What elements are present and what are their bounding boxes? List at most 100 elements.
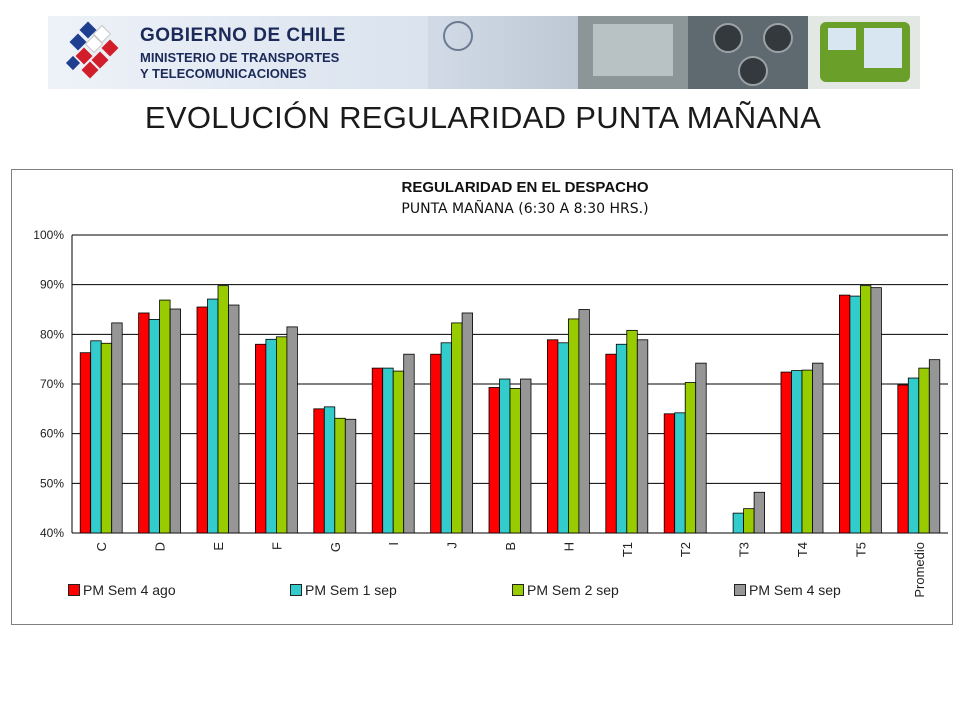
bar	[461, 312, 474, 534]
chart-subtitle: PUNTA MAÑANA (6:30 A 8:30 HRS.)	[401, 200, 648, 217]
bar	[812, 362, 824, 534]
bar	[663, 413, 676, 534]
ministry-logo	[65, 21, 119, 79]
bar	[636, 339, 649, 534]
bar	[159, 299, 171, 534]
bar	[860, 285, 872, 534]
legend-swatch	[68, 584, 80, 597]
bar	[323, 406, 336, 534]
bar	[90, 340, 102, 534]
y-tick-label: 70%	[40, 377, 64, 391]
chart-legend: PM Sem 4 ago PM Sem 1 sep PM Sem 2 sep PM S…	[68, 582, 888, 600]
x-tick-label: J	[445, 542, 460, 549]
legend-swatch	[290, 584, 302, 597]
bar	[138, 312, 150, 534]
bar	[228, 304, 240, 534]
x-tick-label: T5	[853, 542, 868, 557]
bar	[334, 417, 346, 534]
bar	[344, 418, 357, 534]
bar	[196, 306, 208, 534]
bar	[578, 309, 590, 534]
x-tick-label: I	[386, 542, 401, 546]
bar	[440, 342, 453, 534]
chart-title: REGULARIDAD EN EL DESPACHO	[402, 179, 649, 196]
bar	[780, 371, 792, 534]
legend-label: PM Sem 4 sep	[749, 582, 841, 598]
x-tick-label: T2	[678, 542, 693, 557]
bar	[403, 353, 415, 534]
bar	[509, 388, 521, 534]
bar	[753, 491, 765, 534]
bar	[743, 508, 755, 534]
bar	[732, 512, 744, 534]
banner-photo-collage	[428, 16, 920, 89]
bar	[849, 295, 861, 534]
bar	[371, 367, 384, 534]
bar	[265, 338, 277, 534]
bar	[547, 339, 559, 534]
legend-item: PM Sem 4 sep	[734, 582, 841, 598]
legend-label: PM Sem 1 sep	[305, 582, 397, 598]
bar	[684, 382, 697, 534]
bar	[275, 336, 288, 534]
x-axis: C D E F G I J B H T1 T2 T3 T4 T5 Promedio	[94, 542, 927, 598]
banner-title: GOBIERNO DE CHILE	[140, 25, 346, 46]
x-tick-label: T4	[795, 542, 810, 557]
banner-subtitle-2: Y TELECOMUNICACIONES	[140, 66, 307, 81]
bar	[568, 318, 580, 534]
bars	[79, 285, 941, 534]
bar	[839, 294, 851, 534]
bar	[148, 319, 161, 534]
bar	[801, 369, 813, 534]
bar	[430, 353, 442, 534]
bar	[520, 378, 532, 534]
y-tick-label: 90%	[40, 278, 64, 292]
x-tick-label: Promedio	[912, 542, 927, 598]
bar	[674, 412, 686, 534]
y-tick-label: 60%	[40, 427, 64, 441]
bar	[488, 387, 500, 534]
bar	[207, 298, 219, 534]
bar	[626, 329, 638, 534]
bar	[392, 370, 405, 534]
x-tick-label: H	[561, 542, 576, 551]
y-tick-label: 100%	[33, 228, 64, 242]
y-axis: 40% 50% 60% 70% 80% 90% 100%	[33, 228, 64, 540]
bar	[605, 353, 617, 534]
bar	[870, 287, 882, 534]
bar	[254, 343, 267, 534]
banner-subtitle-1: MINISTERIO DE TRANSPORTES	[140, 50, 340, 65]
bar	[695, 362, 707, 534]
bar	[451, 322, 463, 534]
bar	[382, 367, 394, 534]
bar	[111, 322, 123, 534]
x-tick-label: E	[211, 542, 226, 551]
page-title: EVOLUCIÓN REGULARIDAD PUNTA MAÑANA	[144, 100, 822, 135]
legend-swatch	[512, 584, 524, 597]
legend-label: PM Sem 2 sep	[527, 582, 619, 598]
x-tick-label: D	[153, 542, 168, 551]
bar	[928, 359, 941, 534]
legend-label: PM Sem 4 ago	[83, 582, 176, 598]
bar	[100, 342, 113, 534]
x-tick-label: T1	[620, 542, 635, 557]
bar	[79, 352, 92, 534]
legend-swatch	[734, 584, 746, 597]
x-tick-label: F	[269, 542, 284, 550]
bar	[918, 367, 930, 534]
bar	[169, 308, 182, 534]
x-tick-label: C	[94, 542, 109, 551]
bar	[557, 342, 569, 534]
header-banner: GOBIERNO DE CHILE MINISTERIO DE TRANSPOR…	[48, 16, 920, 89]
x-tick-label: T3	[737, 542, 752, 557]
legend-item: PM Sem 4 ago	[68, 582, 176, 598]
y-tick-label: 40%	[40, 526, 64, 540]
bar	[791, 370, 803, 534]
bar	[286, 326, 298, 534]
y-tick-label: 50%	[40, 476, 64, 490]
y-tick-label: 80%	[40, 327, 64, 341]
x-tick-label: G	[328, 542, 343, 552]
legend-item: PM Sem 1 sep	[290, 582, 397, 598]
bar	[897, 384, 909, 534]
